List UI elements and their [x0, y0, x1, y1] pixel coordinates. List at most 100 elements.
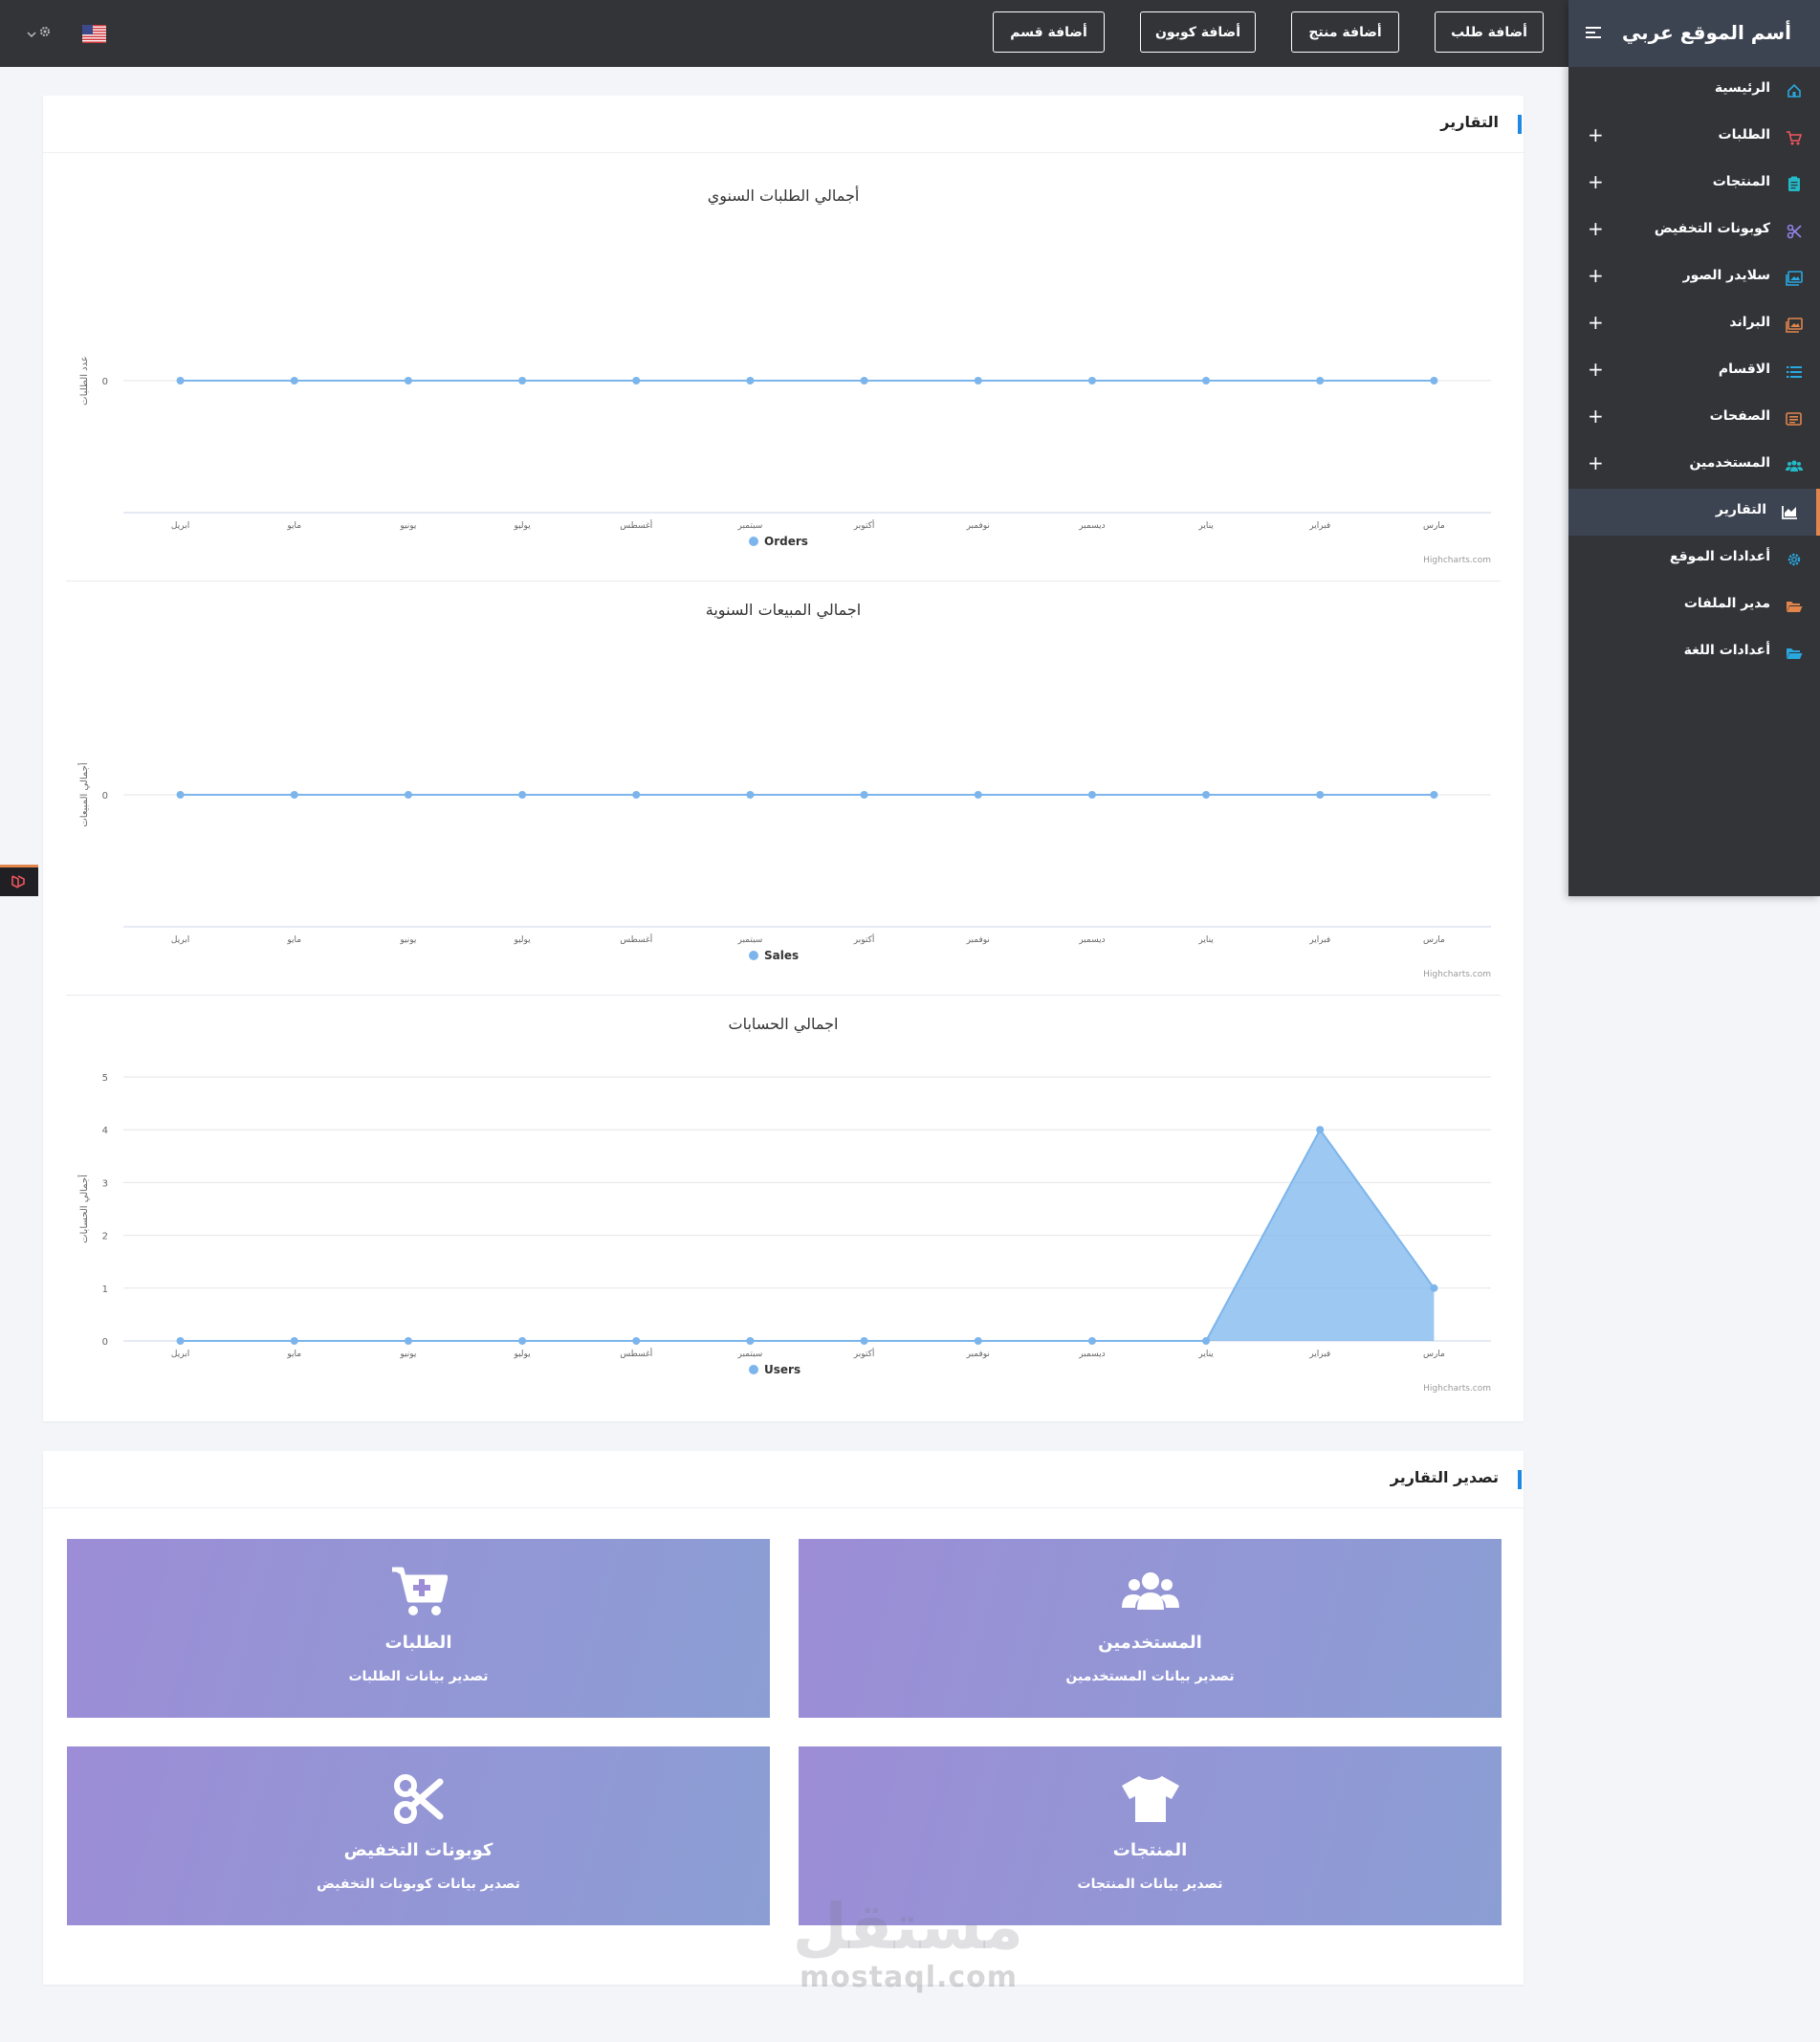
- data-point: [176, 791, 185, 799]
- legend-label: Sales: [764, 949, 799, 962]
- y-tick-label: 3: [102, 1178, 108, 1189]
- y-tick-label: 0: [102, 377, 108, 387]
- export-orders-tile[interactable]: الطلبات تصدير بيانات الطلبات: [67, 1539, 770, 1718]
- cart-plus-icon: [388, 1565, 450, 1618]
- x-tick-label: ديسمبر: [1078, 521, 1105, 531]
- sidebar-item-1[interactable]: الرئيسية: [1568, 67, 1820, 114]
- x-tick-label: مايو: [286, 1350, 301, 1359]
- add-category-button[interactable]: أضافة قسم: [993, 11, 1105, 53]
- export-users-title: المستخدمين: [1098, 1633, 1202, 1653]
- y-axis-label: أجمالي المبيعات: [77, 762, 90, 826]
- expand-plus-icon[interactable]: +: [1588, 264, 1604, 287]
- home-icon: [1785, 81, 1803, 99]
- data-point: [632, 791, 641, 799]
- export-products-tile[interactable]: المنتجات تصدير بيانات المنتجات: [799, 1746, 1502, 1925]
- us-flag-icon[interactable]: [82, 25, 106, 43]
- sidebar-item-label: مدير الملفات: [1683, 596, 1770, 611]
- folder-icon: [1785, 644, 1803, 662]
- clipboard-icon: [1785, 175, 1803, 193]
- data-point: [404, 791, 412, 799]
- data-point: [632, 1337, 641, 1345]
- highcharts-credit: Highcharts.com: [1423, 556, 1491, 565]
- expand-plus-icon[interactable]: +: [1588, 405, 1604, 428]
- sidebar-item-10[interactable]: التقارير: [1568, 489, 1820, 536]
- y-axis-label: عدد الطلبات: [79, 356, 90, 406]
- gear-icon: [1785, 550, 1803, 568]
- add-order-button[interactable]: أضافة طلب: [1435, 11, 1544, 53]
- data-point: [290, 791, 298, 799]
- chart-svg: اجمالي المبيعات السنوية أجمالي المبيعات 0 ا…: [77, 601, 1491, 979]
- y-tick-label: 4: [102, 1126, 108, 1136]
- expand-plus-icon[interactable]: +: [1588, 217, 1604, 240]
- data-point: [746, 377, 755, 384]
- sidebar-nav: الرئيسية الطلبات + المنتجات + كوبونات التخفيض…: [1568, 67, 1820, 676]
- data-point: [1087, 791, 1096, 799]
- sales-chart: اجمالي المبيعات السنوية أجمالي المبيعات 0 ا…: [66, 567, 1501, 980]
- export-card: تصدير التقارير المستخدمين تصدير بيانات ا…: [43, 1451, 1524, 1985]
- data-point: [974, 791, 982, 799]
- brand-header: أسم الموقع عربي: [1568, 0, 1820, 67]
- chart-title: اجمالي الحسابات: [729, 1015, 839, 1034]
- data-point: [404, 377, 412, 384]
- images-icon: [1785, 316, 1803, 334]
- sidebar-item-8[interactable]: الصفحات +: [1568, 395, 1820, 442]
- data-point: [176, 377, 185, 384]
- sidebar-item-3[interactable]: المنتجات +: [1568, 161, 1820, 208]
- expand-plus-icon[interactable]: +: [1588, 358, 1604, 381]
- data-point: [176, 1337, 185, 1345]
- sidebar-item-9[interactable]: المستخدمين +: [1568, 442, 1820, 489]
- data-point: [632, 377, 641, 384]
- data-point: [290, 377, 298, 384]
- data-point: [974, 377, 982, 384]
- x-tick-label: يناير: [1197, 935, 1214, 945]
- scissors-icon: [388, 1772, 450, 1826]
- highcharts-credit: Highcharts.com: [1423, 1384, 1491, 1394]
- expand-plus-icon[interactable]: +: [1588, 311, 1604, 334]
- reports-title: التقارير: [1440, 113, 1522, 134]
- y-axis-label: أجمالي الحسابات: [77, 1175, 90, 1243]
- export-users-tile[interactable]: المستخدمين تصدير بيانات المستخدمين: [799, 1539, 1502, 1718]
- x-tick-label: مارس: [1423, 1350, 1445, 1359]
- export-coupons-tile[interactable]: كوبونات التخفيض تصدير بيانات كوبونات الت…: [67, 1746, 770, 1925]
- sidebar-item-4[interactable]: كوبونات التخفيض +: [1568, 208, 1820, 254]
- folder-icon: [1785, 597, 1803, 615]
- expand-plus-icon[interactable]: +: [1588, 123, 1604, 146]
- add-product-button[interactable]: أضافة منتج: [1291, 11, 1399, 53]
- add-coupon-button[interactable]: أضافة كوبون: [1140, 11, 1256, 53]
- sidebar-item-12[interactable]: مدير الملفات: [1568, 582, 1820, 629]
- reports-card: التقارير أجمالي الطلبات السنوي عدد الطلبا…: [43, 96, 1524, 1421]
- data-point: [1430, 377, 1438, 384]
- y-tick-label: 0: [102, 791, 108, 801]
- sidebar-item-6[interactable]: البراند +: [1568, 301, 1820, 348]
- export-users-subtitle: تصدير بيانات المستخدمين: [1065, 1669, 1235, 1684]
- expand-plus-icon[interactable]: +: [1588, 170, 1604, 193]
- data-point: [746, 791, 755, 799]
- sidebar-item-label: التقارير: [1715, 502, 1766, 517]
- users-chart: اجمالي الحسابات أجمالي الحسابات 0 1 2 3 4 5 ابري…: [66, 981, 1501, 1394]
- x-tick-label: سبتمبر: [736, 935, 762, 945]
- x-tick-label: أغسطس: [620, 1348, 652, 1359]
- sidebar-item-7[interactable]: الاقسام +: [1568, 348, 1820, 395]
- data-point: [974, 1337, 982, 1345]
- settings-dropdown[interactable]: [27, 22, 59, 43]
- sidebar-item-2[interactable]: الطلبات +: [1568, 114, 1820, 161]
- x-tick-label: سبتمبر: [736, 1350, 762, 1359]
- menu-toggle-icon[interactable]: [1586, 24, 1607, 41]
- data-point: [1316, 377, 1325, 384]
- series-area: [180, 1130, 1435, 1341]
- sidebar-item-13[interactable]: أعدادات اللغة: [1568, 629, 1820, 676]
- sidebar-item-label: أعدادات اللغة: [1683, 643, 1770, 658]
- x-tick-label: فبراير: [1308, 935, 1330, 945]
- tshirt-icon: [1120, 1772, 1181, 1826]
- data-point: [1430, 1284, 1438, 1292]
- sidebar-item-label: الرئيسية: [1714, 80, 1770, 96]
- chart-svg: اجمالي الحسابات أجمالي الحسابات 0 1 2 3 4 5 ابري…: [77, 1015, 1491, 1394]
- expand-plus-icon[interactable]: +: [1588, 451, 1604, 474]
- y-tick-label: 2: [102, 1232, 108, 1242]
- laravel-logo-icon[interactable]: [0, 865, 38, 896]
- data-point: [1202, 791, 1211, 799]
- legend-label: Orders: [764, 535, 808, 548]
- legend-label: Users: [764, 1363, 800, 1376]
- sidebar-item-11[interactable]: أعدادات الموقع: [1568, 536, 1820, 582]
- sidebar-item-5[interactable]: سلايدر الصور +: [1568, 254, 1820, 301]
